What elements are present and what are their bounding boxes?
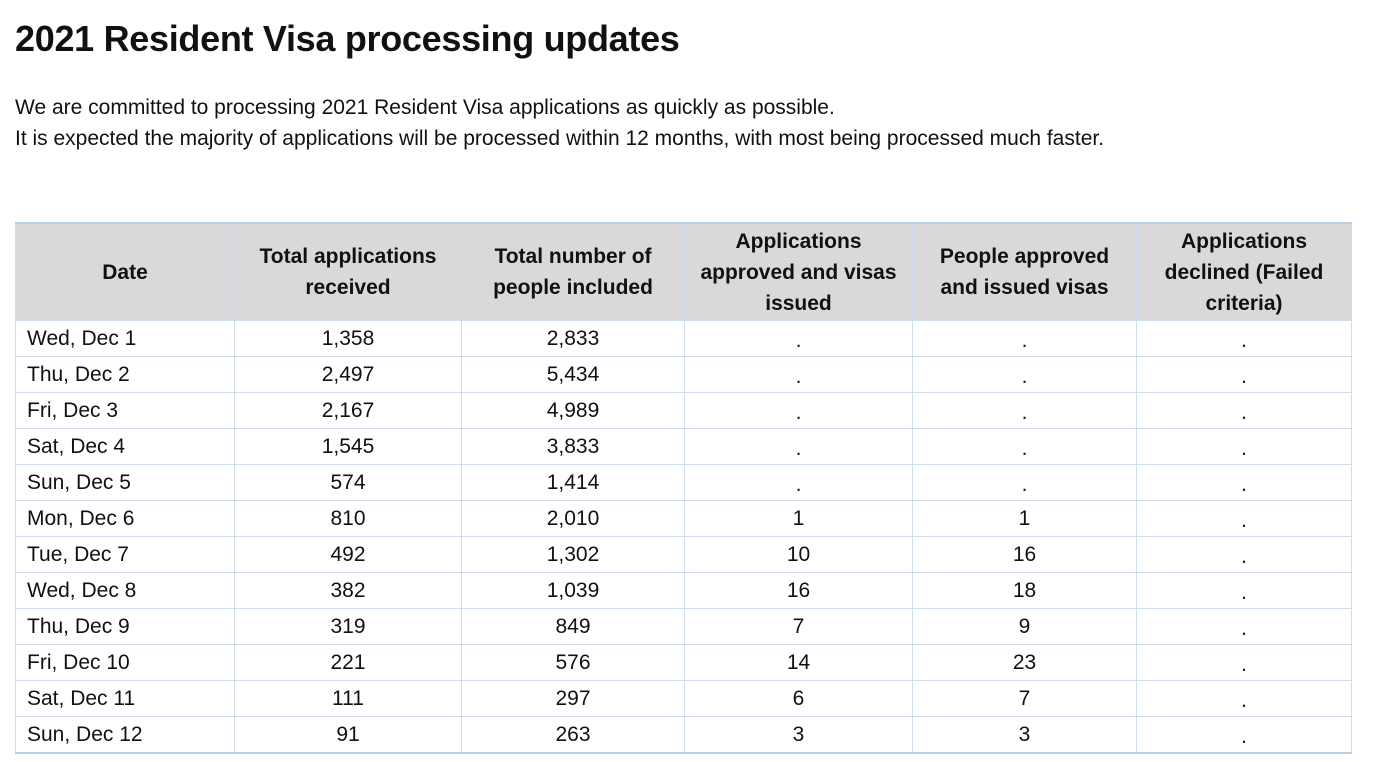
table-row: Sun, Dec 5 574 1,414... <box>15 464 1352 501</box>
table-header-row: Date Total applications received Total n… <box>15 222 1352 321</box>
people-approved-cell: 23 <box>912 644 1137 681</box>
applications-declined-cell: . <box>1136 356 1352 393</box>
people-approved-cell: . <box>912 428 1137 465</box>
applications-declined-cell: . <box>1136 644 1352 681</box>
date-cell: Sat, Dec 4 <box>15 428 235 465</box>
people-included-cell: 4,989 <box>461 392 685 429</box>
people-approved-cell: 18 <box>912 572 1137 609</box>
applications-approved-cell: . <box>684 464 913 501</box>
column-header-people-approved: People approved and issued visas <box>912 222 1137 321</box>
people-approved-cell: . <box>912 464 1137 501</box>
people-approved-cell: 9 <box>912 608 1137 645</box>
applications-approved-cell: . <box>684 320 913 357</box>
column-header-applications-declined: Applications declined (Failed criteria) <box>1136 222 1352 321</box>
applications-approved-cell: 1 <box>684 500 913 537</box>
date-cell: Wed, Dec 1 <box>15 320 235 357</box>
table-row: Sat, Dec 4 1,545 3,833... <box>15 428 1352 465</box>
applications-declined-cell: . <box>1136 680 1352 717</box>
applications-declined-cell: . <box>1136 572 1352 609</box>
date-cell: Thu, Dec 2 <box>15 356 235 393</box>
applications-declined-cell: . <box>1136 500 1352 537</box>
applications-approved-cell: 10 <box>684 536 913 573</box>
applications-received-cell: 91 <box>234 716 462 754</box>
date-cell: Mon, Dec 6 <box>15 500 235 537</box>
applications-received-cell: 2,167 <box>234 392 462 429</box>
intro-text: We are committed to processing 2021 Resi… <box>15 92 1104 154</box>
applications-received-cell: 492 <box>234 536 462 573</box>
date-cell: Tue, Dec 7 <box>15 536 235 573</box>
applications-received-cell: 221 <box>234 644 462 681</box>
applications-approved-cell: . <box>684 356 913 393</box>
page-title: 2021 Resident Visa processing updates <box>15 18 680 59</box>
people-approved-cell: 3 <box>912 716 1137 754</box>
people-approved-cell: . <box>912 392 1137 429</box>
applications-approved-cell: 7 <box>684 608 913 645</box>
table-row: Mon, Dec 6 810 2,010 1 1. <box>15 500 1352 537</box>
table-row: Tue, Dec 7 492 1,302 10 16. <box>15 536 1352 573</box>
date-cell: Fri, Dec 10 <box>15 644 235 681</box>
people-included-cell: 5,434 <box>461 356 685 393</box>
people-included-cell: 1,039 <box>461 572 685 609</box>
table-row: Wed, Dec 1 1,358 2,833... <box>15 320 1352 357</box>
applications-declined-cell: . <box>1136 716 1352 754</box>
column-header-total-applications: Total applications received <box>234 222 462 321</box>
processing-table: Date Total applications received Total n… <box>15 222 1352 754</box>
intro-line: It is expected the majority of applicati… <box>15 127 1105 150</box>
people-approved-cell: 16 <box>912 536 1137 573</box>
table-row: Wed, Dec 8 382 1,039 16 18. <box>15 572 1352 609</box>
applications-declined-cell: . <box>1136 428 1352 465</box>
people-included-cell: 576 <box>461 644 685 681</box>
applications-received-cell: 574 <box>234 464 462 501</box>
people-included-cell: 3,833 <box>461 428 685 465</box>
applications-received-cell: 319 <box>234 608 462 645</box>
column-header-applications-approved: Applications approved and visas issued <box>684 222 913 321</box>
applications-approved-cell: . <box>684 392 913 429</box>
column-header-total-people: Total number of people included <box>461 222 685 321</box>
date-cell: Sun, Dec 12 <box>15 716 235 754</box>
date-cell: Thu, Dec 9 <box>15 608 235 645</box>
people-included-cell: 1,414 <box>461 464 685 501</box>
applications-declined-cell: . <box>1136 608 1352 645</box>
applications-approved-cell: 6 <box>684 680 913 717</box>
people-approved-cell: 7 <box>912 680 1137 717</box>
applications-approved-cell: . <box>684 428 913 465</box>
people-included-cell: 2,010 <box>461 500 685 537</box>
table-row: Thu, Dec 9 319 849 7 9. <box>15 608 1352 645</box>
applications-declined-cell: . <box>1136 536 1352 573</box>
table-row: Fri, Dec 3 2,167 4,989... <box>15 392 1352 429</box>
table-row: Fri, Dec 10 221 576 14 23. <box>15 644 1352 681</box>
date-cell: Wed, Dec 8 <box>15 572 235 609</box>
applications-approved-cell: 14 <box>684 644 913 681</box>
column-header-date: Date <box>15 222 235 321</box>
people-included-cell: 2,833 <box>461 320 685 357</box>
people-included-cell: 297 <box>461 680 685 717</box>
table-body: Wed, Dec 1 1,358 2,833... Thu, Dec 2 2,497 5,… <box>15 320 1352 754</box>
table-row: Thu, Dec 2 2,497 5,434... <box>15 356 1352 393</box>
date-cell: Sun, Dec 5 <box>15 464 235 501</box>
table-row: Sat, Dec 11 111 297 6 7. <box>15 680 1352 717</box>
applications-received-cell: 2,497 <box>234 356 462 393</box>
date-cell: Fri, Dec 3 <box>15 392 235 429</box>
applications-received-cell: 111 <box>234 680 462 717</box>
people-included-cell: 1,302 <box>461 536 685 573</box>
applications-received-cell: 810 <box>234 500 462 537</box>
people-included-cell: 263 <box>461 716 685 754</box>
people-approved-cell: . <box>912 356 1137 393</box>
applications-received-cell: 1,545 <box>234 428 462 465</box>
applications-received-cell: 382 <box>234 572 462 609</box>
applications-declined-cell: . <box>1136 392 1352 429</box>
applications-declined-cell: . <box>1136 464 1352 501</box>
applications-received-cell: 1,358 <box>234 320 462 357</box>
applications-declined-cell: . <box>1136 320 1352 357</box>
applications-approved-cell: 3 <box>684 716 913 754</box>
people-approved-cell: 1 <box>912 500 1137 537</box>
date-cell: Sat, Dec 11 <box>15 680 235 717</box>
intro-line: We are committed to processing 2021 Resi… <box>15 96 835 119</box>
people-approved-cell: . <box>912 320 1137 357</box>
applications-approved-cell: 16 <box>684 572 913 609</box>
people-included-cell: 849 <box>461 608 685 645</box>
table-row: Sun, Dec 12 91 263 3 3. <box>15 716 1352 754</box>
